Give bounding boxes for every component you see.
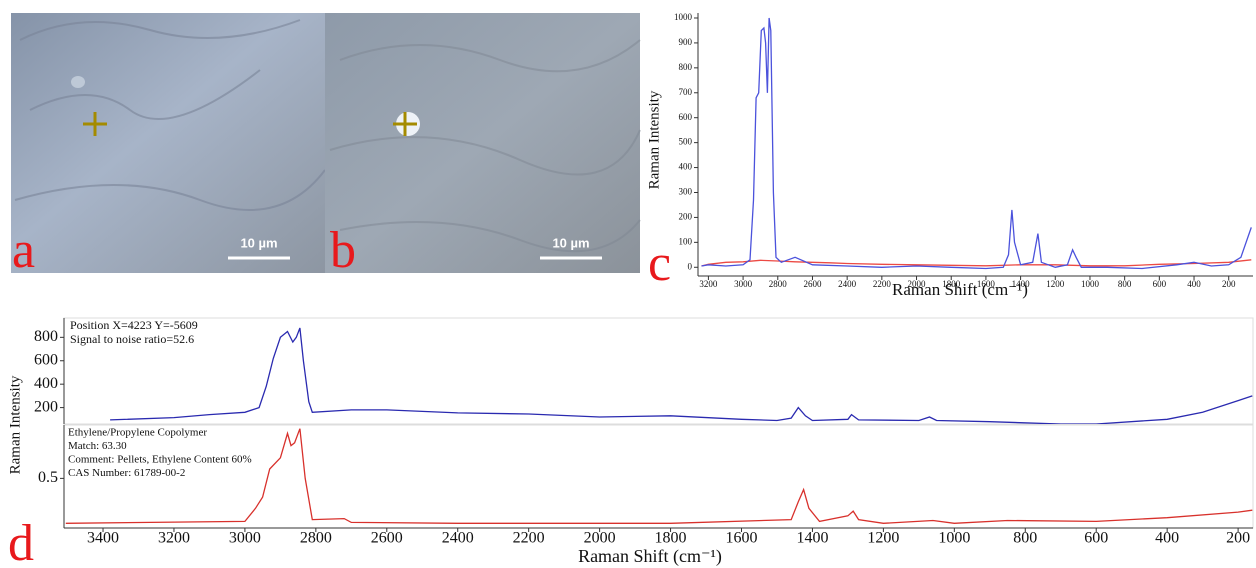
panel-label: d [8,515,34,568]
x-tick-label: 1800 [655,530,687,547]
spectrum-line [701,17,1252,270]
annotation: Position X=4223 Y=-5609 [70,318,198,332]
x-tick-label: 2000 [584,530,616,547]
x-tick-label: 3200 [158,530,190,547]
spectrum-line [701,259,1252,267]
y-tick-label: 800 [34,328,58,345]
annotation: Comment: Pellets, Ethylene Content 60% [68,454,252,466]
x-tick-label: 1600 [726,530,758,547]
spectrum-line [65,428,1253,524]
y-tick-label: 400 [679,162,693,172]
x-tick-label: 1600 [977,279,996,289]
x-tick-label: 1400 [1012,279,1031,289]
x-tick-label: 2200 [513,530,545,547]
annotation: CAS Number: 61789-00-2 [68,467,185,479]
x-tick-label: 1000 [938,530,970,547]
y-tick-label: 700 [679,87,693,97]
panel-label: b [330,222,356,279]
x-tick-label: 3000 [734,279,753,289]
x-tick-label: 2600 [803,279,822,289]
y-tick-label: 100 [679,236,693,246]
plot-frame [63,317,1254,425]
plot-frame [63,424,1254,529]
x-tick-label: 3400 [87,530,119,547]
y-tick-label: 300 [679,187,693,197]
x-tick-label: 1400 [796,530,828,547]
x-tick-label: 400 [1155,530,1179,547]
annotation: Match: 63.30 [68,440,127,452]
x-tick-label: 2200 [873,279,892,289]
annotation: Signal to noise ratio=52.6 [70,332,194,346]
y-axis-label: Raman Intensity [7,375,23,474]
y-tick-label: 900 [679,37,693,47]
scale-bar-label: 10 µm [552,235,589,250]
x-tick-label: 800 [1013,530,1037,547]
x-tick-label: 2800 [300,530,332,547]
spectrum-line [110,327,1253,424]
x-tick-label: 2600 [371,530,403,547]
y-tick-label: 600 [679,112,693,122]
x-tick-label: 600 [1153,279,1167,289]
scale-bar-label: 10 µm [240,235,277,250]
y-tick-label: 200 [34,398,58,415]
x-tick-label: 800 [1118,279,1132,289]
micrograph-a: 10 µm a [11,13,326,279]
x-tick-label: 2400 [442,530,474,547]
x-axis-label: Raman Shift (cm⁻¹) [892,280,1028,299]
y-tick-label: 200 [679,211,693,221]
x-tick-label: 2400 [838,279,857,289]
panel-label: c [648,235,671,292]
x-axis-label: Raman Shift (cm⁻¹) [578,546,722,567]
y-tick-label: 500 [679,137,693,147]
y-tick-label: 800 [679,62,693,72]
y-tick-label: 600 [34,351,58,368]
x-tick-label: 2000 [908,279,927,289]
panel-label: a [12,222,35,279]
y-tick-label: 1000 [674,12,693,22]
y-tick-label: 0.5 [38,469,58,486]
x-tick-label: 3000 [229,530,261,547]
x-tick-label: 2800 [769,279,788,289]
y-axis-label: Raman Intensity [646,90,662,189]
x-tick-label: 200 [1226,530,1250,547]
x-tick-label: 1200 [1046,279,1065,289]
x-tick-label: 200 [1222,279,1236,289]
micrograph-b: 10 µm b [325,13,641,279]
x-tick-label: 1200 [867,530,899,547]
y-tick-label: 0 [688,261,693,271]
x-tick-label: 400 [1187,279,1201,289]
x-tick-label: 3200 [699,279,718,289]
x-tick-label: 600 [1084,530,1108,547]
x-tick-label: 1800 [942,279,961,289]
x-tick-label: 1000 [1081,279,1100,289]
annotation: Ethylene/Propylene Copolymer [68,427,207,439]
y-tick-label: 400 [34,375,58,392]
